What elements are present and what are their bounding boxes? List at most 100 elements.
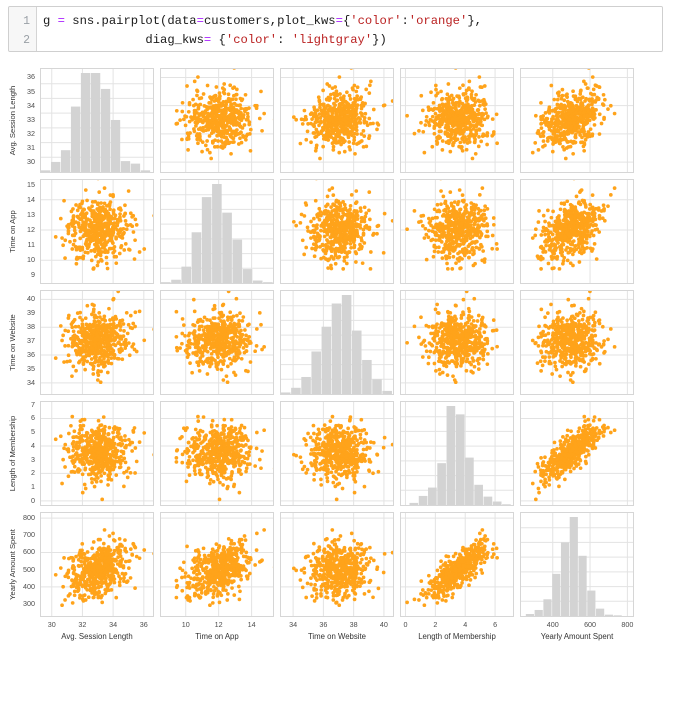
histogram-bar	[613, 615, 622, 616]
histogram-bar	[90, 73, 101, 172]
code-token-plain: {	[342, 14, 351, 28]
pairplot-scatter-r1-c3	[400, 179, 514, 284]
x-axis-label: Avg. Session Length	[61, 632, 133, 641]
y-tick-label: 1	[31, 482, 35, 492]
pairplot-figure: 30 31 32 33 34 35 36 Avg. Session Length 9 10 11 12…	[0, 58, 679, 723]
y-tick-label: 13	[27, 209, 35, 219]
pairplot-scatter-r2-c3	[400, 290, 514, 395]
code-token-plain: :	[401, 14, 409, 28]
y-tick-label: 3	[31, 454, 35, 464]
histogram-bar	[242, 269, 253, 283]
code-line-1: g = sns.pairplot(data=customers,plot_kws…	[43, 12, 662, 31]
y-tick-label: 32	[27, 128, 35, 138]
code-token-str: 'lightgray'	[291, 33, 373, 47]
histogram-bar	[301, 376, 311, 394]
code-token-plain: })	[372, 33, 387, 47]
histogram-bar	[140, 170, 151, 172]
code-token-op: =	[203, 33, 212, 47]
histogram-bar	[437, 463, 446, 505]
y-tick-label: 500	[23, 564, 35, 574]
histogram-bar	[534, 609, 543, 616]
pairplot-scatter-r3-c0	[40, 401, 154, 506]
x-tick-label: 40	[379, 620, 388, 629]
y-axis-label: Avg. Session Length	[7, 85, 17, 155]
histogram-bar	[465, 457, 474, 505]
code-token-op: =	[335, 14, 343, 28]
histogram-bar	[569, 517, 578, 616]
histogram-bar	[50, 161, 61, 172]
pairplot-scatter-r2-c0	[40, 290, 154, 395]
x-tick-label: 10	[181, 620, 190, 629]
code-token-plain: },	[467, 14, 482, 28]
pairplot-scatter-r4-c0	[40, 512, 154, 617]
y-tick-label: 15	[27, 179, 35, 189]
y-tick-label: 4	[31, 440, 35, 450]
pairplot-histogram-avg-session-length	[40, 68, 154, 173]
y-tick-label: 12	[27, 224, 35, 234]
code-token-str: 'color'	[350, 14, 402, 28]
code-token-plain: {	[211, 33, 226, 47]
histogram-bar	[351, 330, 362, 394]
histogram-bar	[372, 379, 382, 394]
histogram-bar	[291, 387, 301, 394]
code-token-str: 'orange'	[408, 14, 468, 28]
y-tick-label: 2	[31, 468, 35, 478]
histogram-bar	[201, 197, 212, 283]
pairplot-histogram-length-of-membership	[400, 401, 514, 506]
x-tick-label: 34	[289, 620, 298, 629]
x-axis-label: Time on App	[195, 632, 239, 641]
histogram-bar	[474, 484, 483, 505]
y-tick-label: 39	[27, 308, 35, 318]
pairplot-scatter-r3-c4	[520, 401, 634, 506]
code-line-2: diag_kws= {'color': 'lightgray'})	[43, 31, 662, 50]
code-token-plain: :	[277, 33, 292, 47]
line-number: 1	[23, 15, 30, 28]
code-token-plain: customers,plot_kws	[203, 14, 336, 28]
y-tick-label: 33	[27, 114, 35, 124]
y-tick-label: 7	[31, 399, 35, 409]
y-tick-label: 34	[27, 100, 35, 110]
code-token-op: =	[57, 14, 65, 28]
y-tick-label: 10	[27, 255, 35, 265]
y-tick-label: 34	[27, 377, 35, 387]
histogram-bar	[181, 266, 192, 283]
y-tick-label: 36	[27, 72, 35, 82]
histogram-bar	[263, 282, 273, 283]
histogram-bar	[587, 590, 596, 616]
histogram-bar	[212, 184, 222, 283]
histogram-bar	[492, 501, 502, 505]
y-axis-label: Yearly Amount Spent	[7, 528, 17, 600]
histogram-bar	[252, 280, 263, 283]
x-tick-label: 36	[139, 620, 148, 629]
x-tick-label: 38	[349, 620, 358, 629]
pairplot-scatter-r4-c3	[400, 512, 514, 617]
x-tick-label: 34	[109, 620, 118, 629]
x-tick-label: 0	[403, 620, 408, 629]
x-tick-label: 36	[319, 620, 328, 629]
x-tick-label: 30	[47, 620, 56, 629]
histogram-bar	[409, 502, 419, 505]
x-axis-label: Time on Website	[307, 632, 367, 641]
pairplot-histogram-time-on-app	[160, 179, 274, 284]
histogram-bar	[578, 555, 587, 616]
histogram-bar	[428, 487, 437, 505]
code-token-str: 'color'	[225, 33, 278, 47]
histogram-bar	[543, 599, 552, 616]
code-editor-area[interactable]: g = sns.pairplot(data=customers,plot_kws…	[37, 7, 662, 51]
histogram-bar	[232, 239, 243, 283]
y-tick-label: 400	[23, 581, 35, 591]
pairplot-scatter-r3-c1	[160, 401, 274, 506]
histogram-bar	[70, 106, 81, 172]
y-axis-label: Time on App	[7, 209, 17, 253]
histogram-bar	[455, 414, 465, 505]
code-token-plain: sns.pairplot(data	[64, 14, 197, 28]
histogram-bar	[382, 390, 392, 394]
pairplot-histogram-time-on-website	[280, 290, 394, 395]
y-axis-label: Length of Membership	[7, 415, 17, 491]
pairplot-scatter-r0-c3	[400, 68, 514, 173]
y-axis-label: Time on Website	[7, 313, 17, 371]
histogram-bar	[341, 295, 352, 394]
histogram-bar	[41, 170, 51, 172]
x-tick-label: 400	[546, 620, 559, 629]
code-cell[interactable]: 1 2 g = sns.pairplot(data=customers,plot…	[8, 6, 663, 52]
